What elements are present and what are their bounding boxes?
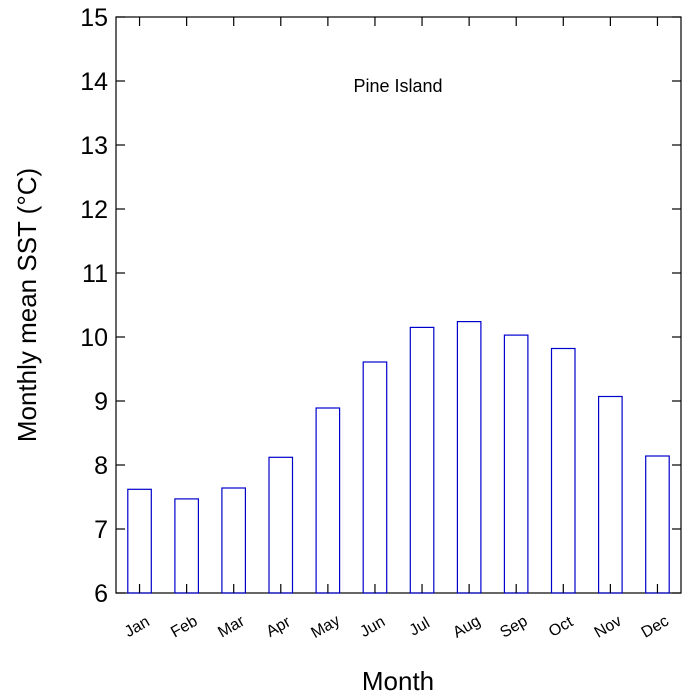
y-tick-label: 11 (82, 260, 108, 288)
bar-jan (127, 488, 152, 594)
x-tick-label-apr: Apr (264, 613, 295, 641)
y-tick-label: 14 (80, 68, 108, 96)
y-tick-label: 10 (80, 324, 108, 352)
bar-nov (597, 395, 623, 594)
y-axis: 6 7 8 9 10 11 12 13 14 15 (80, 4, 681, 608)
bar-oct (550, 347, 576, 594)
bar-aug (456, 321, 482, 594)
x-tick-label-aug: Aug (450, 613, 483, 642)
y-tick-label: 6 (94, 580, 108, 608)
y-tick-label: 12 (80, 196, 108, 224)
bar-mar (221, 487, 246, 594)
x-axis: Jan Feb Mar Apr May Jun Jul Aug Sep Oct Nov Dec (122, 17, 672, 642)
bar-sep (503, 334, 529, 594)
y-tick-label: 15 (80, 4, 108, 32)
y-tick-label: 9 (94, 388, 108, 416)
x-tick-label-oct: Oct (546, 613, 577, 640)
bar-jul (409, 326, 435, 594)
x-axis-title: Month (362, 666, 434, 696)
bar-jun (362, 361, 388, 594)
x-tick-label-jan: Jan (122, 613, 153, 641)
x-tick-label-jul: Jul (407, 615, 433, 640)
x-tick-label-sep: Sep (497, 613, 530, 642)
bars-group (127, 321, 670, 594)
x-tick-label-jun: Jun (357, 613, 388, 641)
x-tick-label-nov: Nov (592, 613, 625, 642)
y-axis-title: Monthly mean SST (°C) (12, 168, 42, 442)
y-tick-label: 8 (94, 452, 108, 480)
plot-annotation: Pine Island (353, 76, 442, 96)
y-tick-label: 13 (80, 132, 108, 160)
bar-apr (268, 456, 294, 594)
y-tick-label: 7 (94, 516, 108, 544)
x-tick-label-mar: Mar (215, 613, 248, 642)
x-tick-label-dec: Dec (639, 613, 672, 642)
plot-frame (115, 16, 682, 594)
bar-dec (645, 455, 670, 594)
x-tick-label-feb: Feb (168, 613, 200, 642)
x-tick-label-may: May (308, 612, 343, 642)
bar-feb (174, 498, 199, 594)
bar-may (315, 407, 341, 594)
